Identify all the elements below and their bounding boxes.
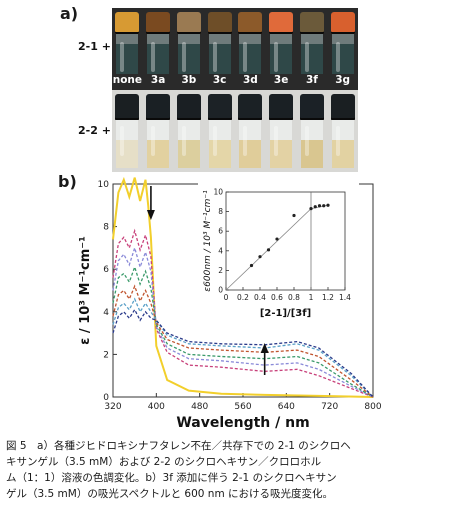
inset-x-tick-label-4: 0.8 [288, 293, 300, 302]
vial-row2-3e [269, 94, 294, 168]
vial-row2-3f [299, 94, 324, 168]
caption-line-1: 図 5 a）各種ジヒドロキシナフタレン不在／共存下での 2-1 のシクロヘ [6, 440, 351, 452]
inset-y-tick-label-1: 2 [218, 266, 223, 275]
row-label-2-2: 2-2 + [78, 124, 111, 137]
main-series-group [112, 176, 374, 398]
inset-marks [225, 192, 330, 291]
inset-axes: 0 0.2 0.4 0.6 0.8 1 1.2 1.4 0 2 4 6 8 10 [2-1]/[3f] ε60… [198, 182, 359, 330]
vial-label-3e: 3e [273, 74, 289, 86]
inset-y-tick-label-4: 8 [218, 207, 223, 216]
inset-point-4 [292, 213, 296, 218]
vial-row1-3e [269, 12, 294, 74]
inset-x-tick-label-1: 0.2 [237, 293, 249, 302]
y-tick-label-6: 6 [103, 265, 109, 275]
y-tick-label-0: 0 [103, 393, 109, 403]
x-tick-label-320: 320 [104, 402, 121, 412]
inset-y-axis-label: ε600nm / 10³ M⁻¹cm⁻¹ [203, 190, 213, 292]
main-arrows [146, 186, 269, 375]
spectrum-series-3 [112, 265, 374, 398]
inset-point-3 [275, 237, 279, 241]
inset-y-tick-label-2: 4 [218, 246, 223, 255]
vial-label-3f: 3f [305, 74, 318, 86]
vial-row2-3g [330, 94, 355, 168]
inset-x-tick-label-3: 0.6 [271, 293, 283, 302]
inset-point-9 [326, 203, 330, 207]
spectrum-series-0 [112, 176, 374, 398]
x-tick-label-800: 800 [364, 402, 381, 412]
x-axis-label: Wavelength / nm [176, 415, 309, 431]
arrow-down-head [146, 210, 155, 220]
inset-point-6 [313, 205, 317, 209]
vial-row1-3c [207, 12, 232, 74]
vial-row1-3a [146, 12, 171, 74]
inset-y-tick-label-3: 6 [218, 227, 223, 236]
caption-line-3: ム（1：1）溶液の色調変化。b）3f 添加に伴う 2-1 のシクロヘキサン [6, 472, 337, 484]
vial-label-3a: 3a [150, 74, 166, 86]
photo-row-2 [112, 90, 358, 172]
caption-line-2: キサンゲル（3.5 mM）および 2-2 のシクロヘキサン／クロロホル [6, 456, 322, 468]
vial-label-none: none [112, 74, 143, 86]
caption-line-4: ゲル（3.5 mM）の吸光スペクトルと 600 nm における吸光度変化。 [6, 488, 334, 500]
spectrum-series-1 [112, 228, 374, 398]
arrow-up-head [260, 343, 269, 353]
inset-point-7 [317, 204, 322, 208]
spectrum-series-4 [112, 284, 374, 398]
inset-point-1 [258, 255, 262, 259]
vial-row1-3g [330, 12, 355, 74]
vial-row2-3d [238, 94, 263, 168]
inset-x-axis-label: [2-1]/[3f] [260, 308, 311, 319]
vial-label-3c: 3c [212, 74, 227, 86]
x-tick-label-400: 400 [148, 402, 165, 412]
inset-frame [225, 191, 346, 291]
x-tick-label-480: 480 [191, 402, 208, 412]
inset-x-tick-label-0: 0 [224, 293, 229, 302]
x-tick-label-640: 640 [278, 402, 295, 412]
spectrum-series-5 [112, 297, 374, 398]
vial-row2-none [115, 94, 140, 168]
inset-x-tick-label-5: 1 [309, 293, 314, 302]
vial-row1-3d [238, 12, 263, 74]
row-label-2-1: 2-1 + [78, 40, 111, 53]
photo-row-1: none 3a 3b 3c 3d 3e 3f 3g [112, 8, 358, 90]
y-tick-label-4: 4 [103, 308, 109, 318]
y-tick-label-8: 8 [103, 223, 109, 233]
vial-row1-3b [176, 12, 201, 74]
figure-caption: 図 5 a）各種ジヒドロキシナフタレン不在／共存下での 2-1 のシクロヘ キサ… [6, 438, 456, 502]
vial-label-3d: 3d [242, 74, 258, 86]
inset-y-tick-label-0: 0 [218, 286, 223, 295]
vial-label-3g: 3g [335, 74, 351, 86]
inset-point-8 [322, 204, 326, 208]
inset-y-tick-label-5: 10 [213, 188, 223, 197]
panel-a-letter: a) [60, 4, 79, 23]
spectrum-series-6 [112, 308, 374, 398]
inset-x-tick-label-7: 1.4 [339, 293, 351, 302]
inset-point-2 [266, 248, 271, 252]
inset-point-5 [309, 207, 313, 211]
inset-point-0 [249, 263, 254, 268]
vial-row1-3f [299, 12, 324, 74]
x-tick-label-560: 560 [234, 402, 251, 412]
vial-row1-none [115, 12, 140, 74]
y-tick-label-10: 10 [98, 180, 110, 190]
vial-row2-3c [207, 94, 232, 168]
spectrum-series-2 [112, 245, 374, 398]
x-tick-label-720: 720 [321, 402, 338, 412]
vial-row2-3b [176, 94, 201, 168]
vial-row2-3a [146, 94, 171, 168]
inset-x-tick-label-6: 1.2 [322, 293, 334, 302]
y-tick-label-2: 2 [103, 350, 109, 360]
y-axis-label: ε / 10³ M⁻¹cm⁻¹ [78, 236, 93, 345]
inset-x-tick-label-2: 0.4 [254, 293, 266, 302]
panel-b-letter: b) [58, 172, 77, 191]
vial-label-3b: 3b [181, 74, 197, 86]
